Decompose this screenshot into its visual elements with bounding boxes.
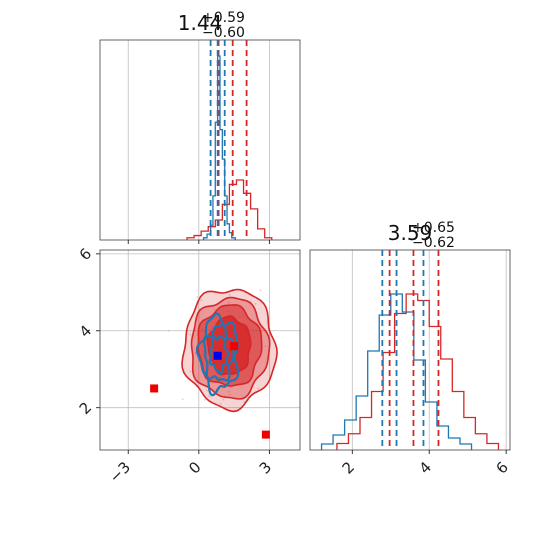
panel3-markers (150, 342, 270, 439)
scatter-point (259, 289, 262, 292)
param1-minus: −0.60 (202, 25, 245, 41)
blue-contour-0.5 (208, 335, 230, 375)
marker-blue-3 (213, 351, 222, 360)
scatter-point (203, 398, 206, 401)
param1-median: 1.44 (178, 11, 223, 35)
panel3-blue-contours (195, 312, 240, 397)
param2-minus: −0.62 (412, 235, 455, 251)
panel1-grid (127, 40, 270, 240)
param1-title: 1.44 (178, 11, 223, 35)
panel4-xtick-label-1: 4 (416, 458, 435, 477)
panel3-frame (99, 249, 301, 451)
blue-contour-1.5 (195, 312, 240, 397)
blue-contour-1 (202, 323, 235, 382)
red-contour-0.5 (206, 315, 252, 376)
panel-hist-param2: 2 4 6 3.59 +0.65 −0.62 (309, 220, 512, 478)
panel-hist-param1: 1.44 +0.59 −0.60 (99, 10, 301, 244)
scatter-point (229, 393, 231, 396)
scatter-point (222, 398, 225, 401)
panel1-histograms (186, 55, 273, 240)
panel-joint: −3 0 3 2 4 6 (76, 245, 301, 486)
scatter-point (206, 389, 209, 392)
panel4-histograms (320, 293, 500, 450)
panel4-ticks: 2 4 6 (339, 450, 512, 478)
panel4-xtick-label-0: 2 (339, 458, 358, 477)
scatter-point (227, 390, 230, 393)
param1-plus: +0.59 (202, 10, 245, 26)
scatter-point (194, 352, 197, 354)
panel4-frame (309, 249, 511, 451)
hist-y-red (336, 293, 500, 450)
scatter-point (228, 294, 231, 296)
scatter-point (213, 308, 216, 311)
scatter-point (200, 299, 203, 301)
hist-x-red (186, 179, 273, 240)
param2-title: 3.59 (388, 221, 433, 245)
panel1-ticks (127, 240, 270, 244)
scatter-point (254, 302, 257, 305)
panel4-grid (351, 250, 507, 450)
marker-red-1 (150, 384, 159, 393)
scatter-point (264, 345, 267, 347)
marker-red-2 (261, 430, 270, 439)
panel3-xtick-label-2: 3 (256, 458, 275, 477)
scatter-point (167, 329, 170, 332)
panel3-xtick-label-0: −3 (106, 458, 134, 486)
panel4-quantile-lines (381, 250, 440, 450)
scatter-point (250, 300, 252, 303)
panel1-frame (99, 39, 301, 241)
panel3-ytick-label-2: 6 (76, 245, 95, 264)
param2-median: 3.59 (388, 221, 433, 245)
scatter-point (208, 395, 211, 398)
scatter-point (219, 402, 222, 405)
scatter-point (189, 333, 192, 336)
scatter-point (189, 370, 192, 373)
param2-plus: +0.65 (412, 220, 455, 236)
marker-red-0 (230, 342, 239, 351)
panel4-xtick-label-2: 6 (493, 458, 512, 477)
scatter-point (227, 301, 230, 304)
panel3-ytick-label-0: 2 (76, 398, 95, 417)
scatter-point (257, 387, 260, 390)
panel3-xtick-label-1: 0 (185, 458, 204, 477)
scatter-point (196, 296, 199, 299)
scatter-point (181, 398, 184, 401)
panel1-quantile-lines (209, 40, 248, 240)
panel3-ytick-label-1: 4 (76, 322, 95, 341)
